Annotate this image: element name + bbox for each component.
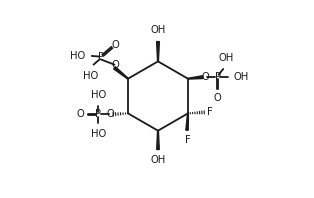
Text: OH: OH <box>150 155 165 166</box>
Text: P: P <box>95 109 101 119</box>
Polygon shape <box>114 67 128 79</box>
Text: F: F <box>208 107 213 117</box>
Text: O: O <box>112 40 119 50</box>
Text: HO: HO <box>91 90 106 100</box>
Text: OH: OH <box>219 53 234 63</box>
Polygon shape <box>188 76 203 79</box>
Text: HO: HO <box>70 51 85 61</box>
Text: O: O <box>76 109 84 119</box>
Text: O: O <box>106 109 114 119</box>
Text: O: O <box>112 60 119 70</box>
Text: O: O <box>214 93 222 103</box>
Text: OH: OH <box>150 25 165 35</box>
Text: F: F <box>185 135 191 145</box>
Text: HO: HO <box>91 129 106 139</box>
Text: OH: OH <box>234 72 249 82</box>
Text: HO: HO <box>83 70 98 81</box>
Polygon shape <box>186 113 188 130</box>
Text: P: P <box>98 52 104 62</box>
Polygon shape <box>157 42 160 61</box>
Text: P: P <box>215 72 221 82</box>
Text: O: O <box>202 72 209 82</box>
Polygon shape <box>157 131 159 149</box>
